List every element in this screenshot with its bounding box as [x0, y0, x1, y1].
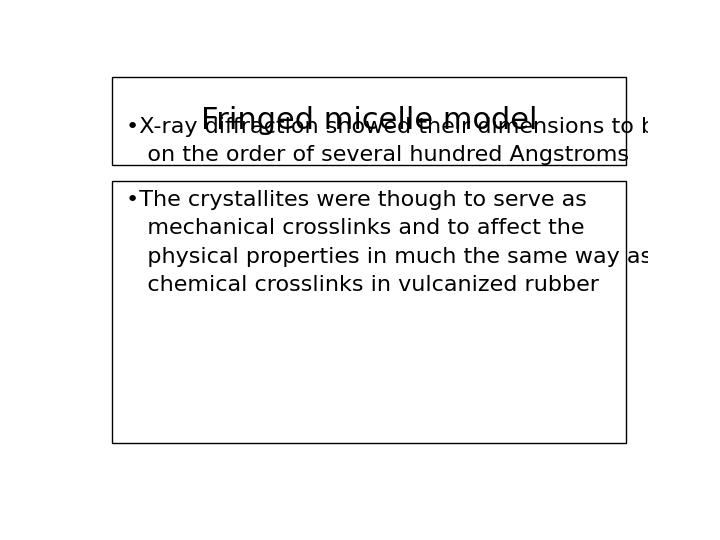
Text: •The crystallites were though to serve as: •The crystallites were though to serve a…	[126, 190, 587, 210]
Text: physical properties in much the same way as: physical properties in much the same way…	[126, 246, 652, 267]
Text: •X-ray diffraction showed their dimensions to be: •X-ray diffraction showed their dimensio…	[126, 117, 669, 137]
Text: chemical crosslinks in vulcanized rubber: chemical crosslinks in vulcanized rubber	[126, 275, 599, 295]
Text: Fringed micelle model: Fringed micelle model	[201, 106, 537, 136]
Text: mechanical crosslinks and to affect the: mechanical crosslinks and to affect the	[126, 218, 585, 238]
Bar	[112, 181, 626, 443]
Text: on the order of several hundred Angstroms: on the order of several hundred Angstrom…	[126, 145, 629, 165]
Bar	[112, 77, 626, 165]
